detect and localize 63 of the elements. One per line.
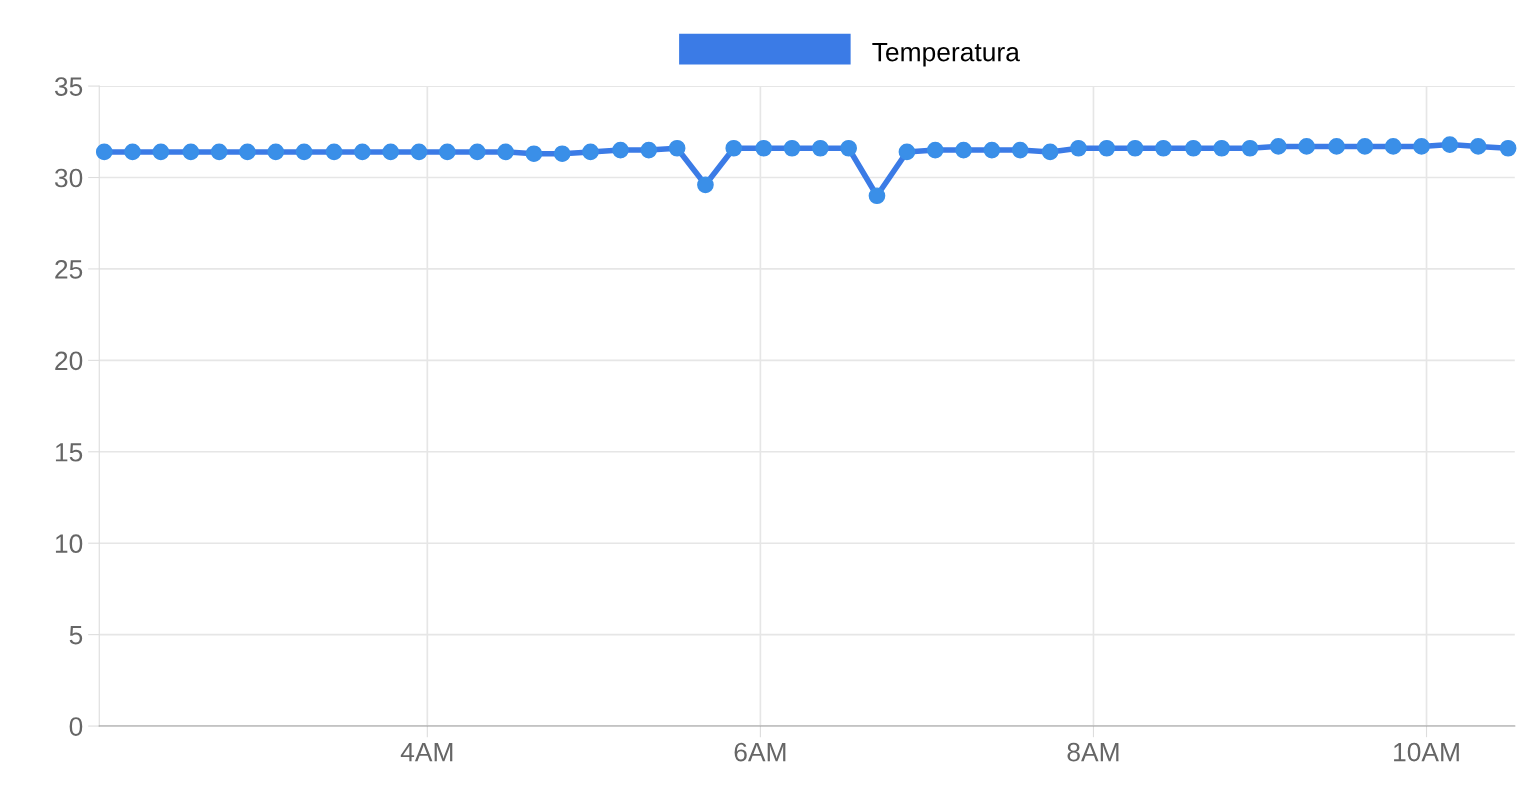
point — [1185, 139, 1202, 157]
y-tick-label: 15 — [55, 443, 83, 462]
y-tick-label: 30 — [54, 168, 83, 188]
y-tick-label: 0 — [69, 717, 83, 736]
point — [1356, 138, 1374, 155]
point — [840, 139, 857, 157]
point — [1469, 138, 1487, 155]
point — [152, 143, 170, 161]
point — [95, 143, 113, 161]
point — [1269, 138, 1287, 155]
point — [1413, 138, 1430, 155]
y-tick-label: 25 — [55, 260, 83, 279]
point — [697, 176, 714, 194]
x-tick-label: 4AM — [400, 743, 453, 762]
x-tick-label: 6AM — [734, 742, 786, 762]
point — [1298, 138, 1315, 155]
point — [1070, 139, 1087, 157]
point — [1213, 139, 1231, 157]
point — [1328, 138, 1345, 155]
point — [1126, 139, 1144, 157]
point — [1384, 138, 1402, 155]
y-tick-label: 20 — [55, 351, 83, 371]
point — [438, 143, 456, 161]
point — [1155, 139, 1172, 157]
y-tick-label: 35 — [54, 77, 83, 96]
point — [898, 143, 916, 161]
x-tick-label: 10AM — [1394, 742, 1459, 762]
point — [755, 139, 773, 157]
point — [640, 141, 658, 159]
point — [354, 143, 371, 161]
point — [1041, 143, 1059, 161]
point — [868, 187, 886, 205]
point — [295, 143, 313, 161]
point — [468, 143, 486, 161]
point — [382, 143, 400, 161]
point — [410, 143, 428, 161]
point — [325, 143, 343, 161]
point — [1499, 139, 1517, 157]
point — [1441, 136, 1459, 153]
point — [955, 141, 972, 159]
point — [926, 141, 944, 159]
point — [124, 143, 141, 161]
point — [239, 143, 256, 161]
point — [497, 143, 514, 161]
x-tick-label: 8AM — [1067, 742, 1119, 762]
point — [983, 141, 1001, 159]
point — [783, 139, 801, 157]
text: Temperatura — [872, 42, 1020, 67]
point — [553, 145, 571, 163]
point — [612, 141, 629, 159]
point — [210, 143, 228, 161]
point — [582, 143, 599, 161]
y-tick-label: 10 — [55, 534, 83, 554]
y-tick-label: 5 — [69, 626, 83, 645]
point — [1098, 139, 1116, 157]
point — [812, 139, 829, 157]
point — [525, 145, 543, 163]
point — [182, 143, 200, 161]
point — [725, 139, 743, 157]
point — [668, 139, 686, 157]
point — [1011, 141, 1029, 159]
point — [267, 143, 285, 161]
point — [1241, 139, 1259, 157]
